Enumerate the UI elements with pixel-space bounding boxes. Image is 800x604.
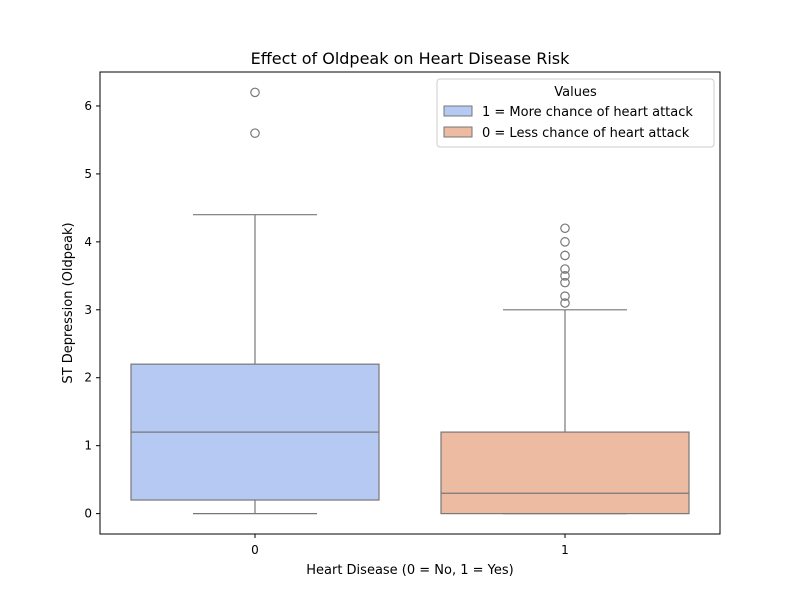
legend-title: Values	[554, 85, 597, 100]
outlier-point-1	[560, 237, 570, 247]
x-axis-label: Heart Disease (0 = No, 1 = Yes)	[306, 563, 514, 578]
outlier-point-1	[560, 250, 570, 261]
box-1	[440, 431, 690, 515]
legend-swatch-2	[443, 126, 473, 138]
outlier-point-1	[560, 298, 570, 308]
axes-layer: 0 1 0 1 2 3 4 5 6	[84, 99, 568, 557]
legend-label-2: 0 = Less chance of heart attack	[482, 126, 690, 141]
legend: Values 1 = More chance of heart attack 0…	[436, 78, 715, 148]
legend-label-1: 1 = More chance of heart attack	[482, 105, 693, 120]
y-axis-label: ST Depression (Oldpeak)	[61, 222, 76, 383]
outlier-point-1	[560, 291, 570, 302]
outlier-point-0	[250, 87, 260, 98]
y-tick-label-4: 4	[84, 235, 92, 249]
x-tick-label-1: 1	[561, 543, 569, 557]
chart-title: Effect of Oldpeak on Heart Disease Risk	[251, 49, 571, 68]
y-tick-label-5: 5	[84, 167, 92, 181]
outlier-point-1	[560, 264, 570, 274]
outlier-point-1	[560, 277, 570, 288]
legend-frame	[436, 78, 715, 148]
outlier-point-0	[250, 128, 260, 138]
y-tick-label-1: 1	[84, 439, 92, 453]
x-tick-label-0: 0	[251, 543, 259, 557]
y-tick-label-0: 0	[84, 507, 92, 521]
data-layer	[130, 87, 690, 515]
y-tick-label-2: 2	[84, 371, 92, 385]
plot-area-frame	[99, 71, 721, 535]
y-tick-label-3: 3	[84, 303, 92, 317]
outlier-point-1	[560, 271, 570, 281]
legend-swatch-1	[443, 105, 473, 117]
y-tick-label-6: 6	[84, 99, 92, 113]
outlier-point-1	[560, 223, 570, 234]
